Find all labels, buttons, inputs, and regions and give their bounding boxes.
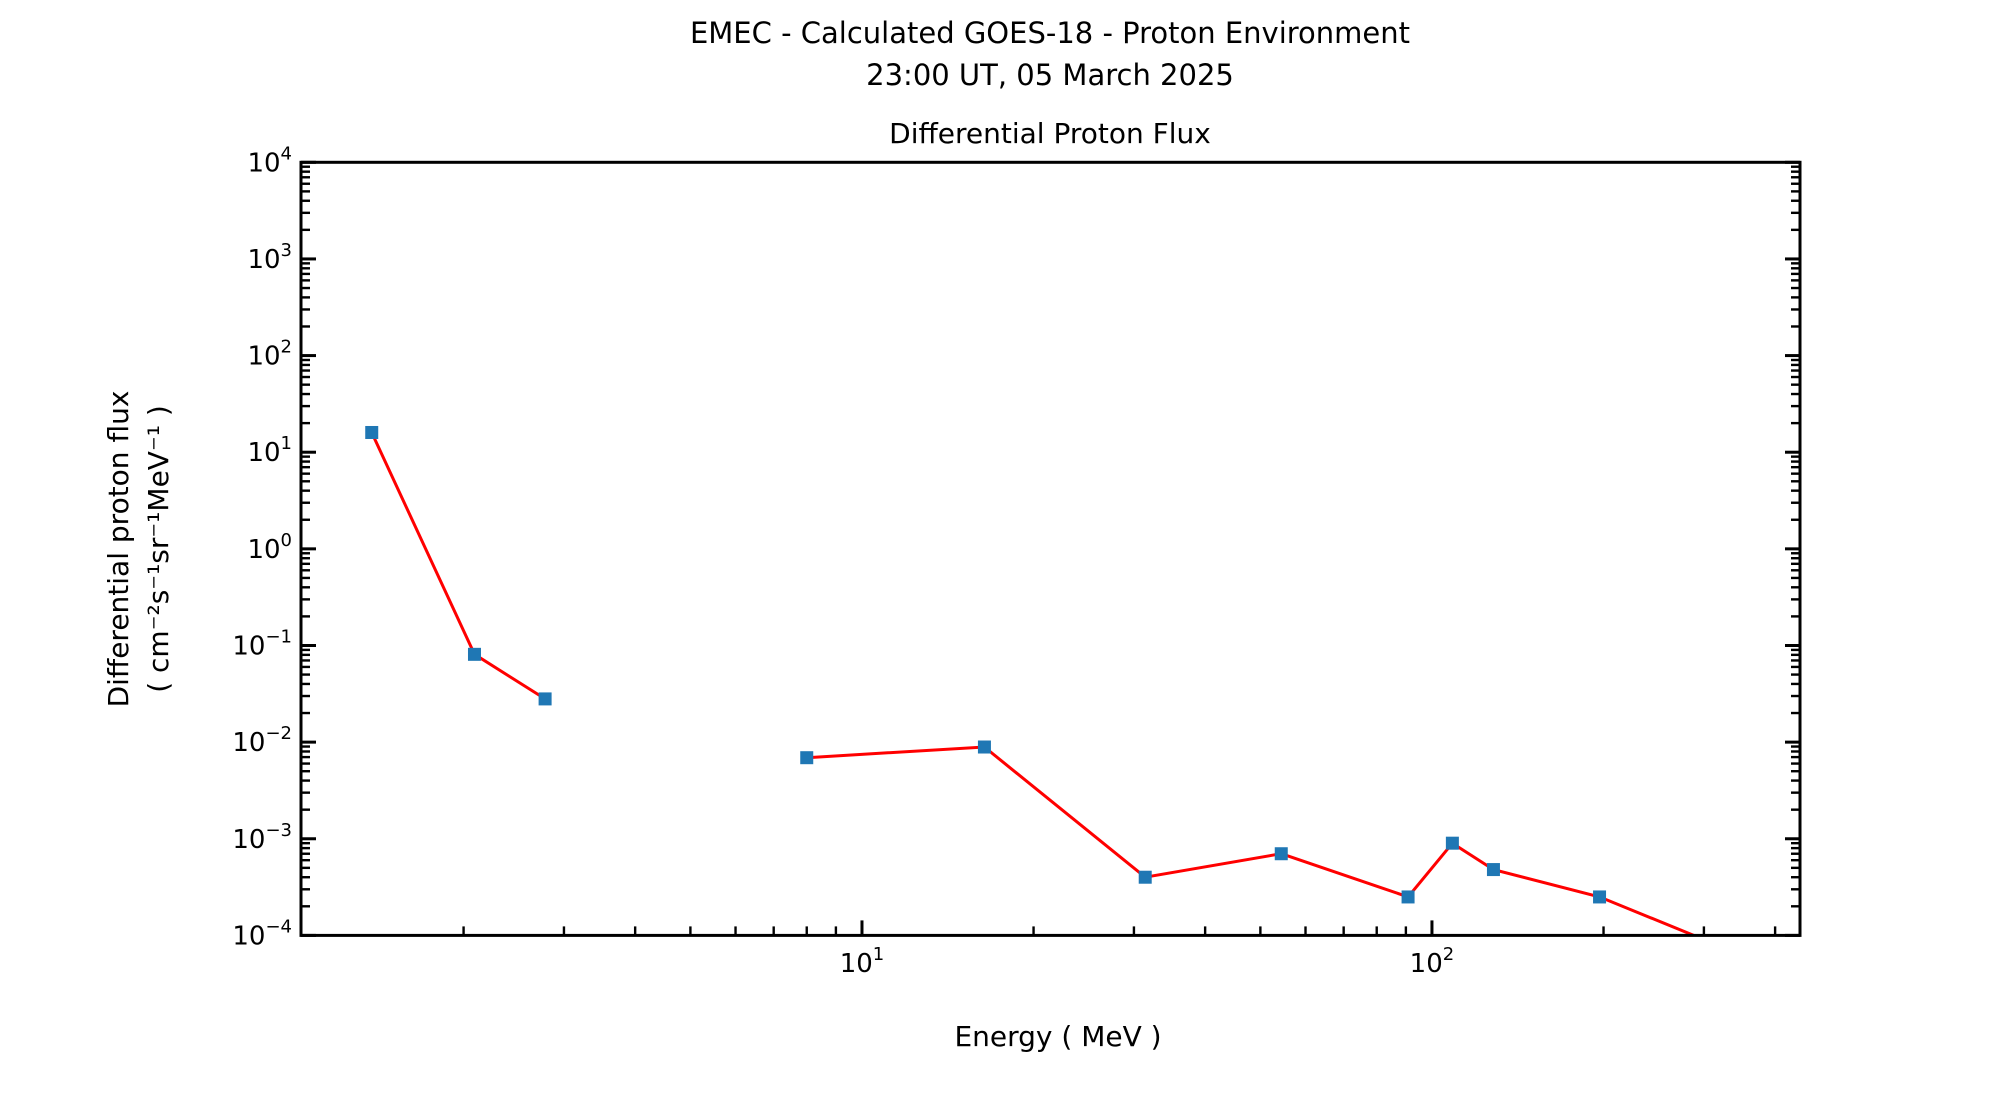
y-axis-units-label: ( cm⁻²s⁻¹sr⁻¹MeV⁻¹ ) — [142, 405, 175, 693]
data-point-marker — [1445, 836, 1459, 850]
y-axis-label: Differential proton flux — [102, 391, 135, 708]
plot-area: 104 103 102 101 100 10−1 10−2 10−3 10−4 101 102 — [232, 143, 1802, 979]
plot-border — [299, 160, 1802, 937]
data-point-marker — [800, 751, 814, 765]
data-point-marker — [538, 692, 552, 706]
data-point-marker — [977, 740, 991, 754]
figure-title-line1: EMEC - Calculated GOES-18 - Proton Envir… — [690, 16, 1410, 50]
y-tick-label: 10−1 — [232, 626, 292, 661]
y-tick-label: 102 — [247, 337, 292, 372]
y-tick-label: 100 — [247, 530, 292, 565]
data-point-marker — [365, 425, 379, 439]
x-tick-label: 101 — [840, 944, 885, 979]
data-point-marker — [1401, 890, 1415, 904]
data-point-marker — [467, 647, 481, 661]
data-point-marker — [1593, 890, 1607, 904]
data-point-marker — [1274, 847, 1288, 861]
figure-text: EMEC - Calculated GOES-18 - Proton Envir… — [102, 16, 1410, 1053]
flux-line-segment — [806, 745, 1698, 936]
y-tick-label: 10−3 — [232, 820, 292, 855]
data-point-marker — [1138, 870, 1152, 884]
y-tick-label: 103 — [247, 240, 292, 275]
data-point-marker — [1486, 863, 1500, 877]
x-axis-label: Energy ( MeV ) — [954, 1020, 1161, 1053]
y-tick-label: 101 — [247, 433, 292, 468]
x-tick-label: 102 — [1410, 944, 1455, 979]
flux-line-segment — [370, 431, 546, 701]
y-tick-label: 10−2 — [232, 723, 292, 758]
y-tick-label: 104 — [247, 143, 292, 178]
axes-title: Differential Proton Flux — [889, 117, 1211, 150]
y-tick-label: 10−4 — [232, 916, 292, 951]
figure-title-line2: 23:00 UT, 05 March 2025 — [866, 58, 1234, 92]
